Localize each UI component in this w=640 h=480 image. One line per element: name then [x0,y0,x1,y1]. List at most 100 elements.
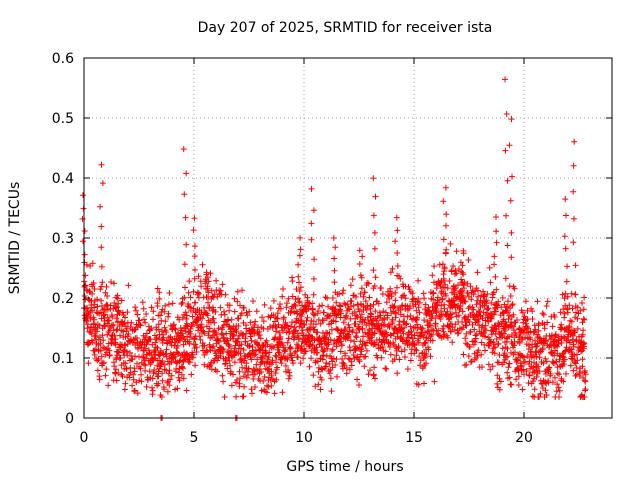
data-point [386,324,393,330]
data-point [237,350,244,357]
data-point [302,348,309,354]
data-point [142,345,149,352]
y-tick-label: 0.1 [52,351,74,367]
data-point [215,325,222,332]
data-point [422,301,429,308]
data-point [251,322,258,328]
data-point [470,291,477,298]
data-point [561,356,568,363]
data-point [326,330,333,337]
data-point [400,330,407,337]
data-point [415,296,422,302]
data-point [309,300,316,307]
data-point [364,302,371,309]
data-point [484,291,491,297]
data-point [192,266,198,273]
data-point [365,280,372,287]
data-point [412,346,419,353]
data-point [510,323,516,330]
data-point [201,330,208,337]
data-point [81,228,88,234]
data-point [154,300,161,307]
data-point [340,287,347,294]
data-point [372,375,378,382]
data-point [237,302,243,309]
data-point [324,295,331,302]
data-point [146,368,153,375]
data-point [482,322,489,329]
data-point [226,302,233,309]
data-point [259,314,266,321]
data-point [265,354,272,361]
data-point [347,282,354,289]
data-point [357,290,364,297]
data-point [436,299,442,306]
data-point [179,314,186,321]
data-point [482,333,488,340]
data-point [547,341,554,348]
data-point [103,283,110,290]
data-point [159,377,166,384]
data-point [314,349,321,356]
data-point [382,365,389,372]
data-point [89,290,96,297]
data-point [158,328,165,335]
data-point [534,298,541,305]
data-point [339,290,346,297]
data-point [562,196,569,203]
data-point [508,229,515,236]
data-point [407,357,414,364]
data-point [234,288,241,295]
data-point [443,222,449,229]
data-point [131,387,138,394]
data-point [399,328,406,334]
data-point [502,147,509,154]
data-point [246,308,253,315]
data-point [521,354,528,361]
data-point [182,309,189,316]
data-point [89,307,96,314]
data-point [521,313,528,320]
data-point [271,390,278,397]
data-point [248,356,255,363]
data-point [134,360,140,367]
data-point [358,285,365,292]
data-point [222,291,229,298]
data-point [413,317,420,324]
data-point [332,289,339,296]
data-point [104,293,111,299]
data-point [253,308,260,315]
data-point [372,274,379,281]
data-point [325,303,332,310]
data-point [478,351,485,358]
data-point [581,394,588,400]
data-point [190,227,197,234]
data-point [203,271,210,278]
data-point [337,348,344,355]
data-point [394,227,401,234]
data-point [481,292,488,299]
data-point [430,290,437,297]
data-point [110,321,117,328]
data-point [208,287,215,294]
data-point [112,370,119,377]
data-point [435,327,442,334]
data-point [235,323,242,329]
data-point [236,368,243,375]
data-point [346,366,353,373]
data-point [512,349,518,356]
data-point [543,358,550,365]
data-point [340,365,346,372]
data-point [570,367,577,374]
y-tick-label: 0.6 [52,51,74,67]
data-point [280,286,286,292]
data-point [539,310,546,317]
data-point [125,282,132,289]
data-point [98,353,105,360]
data-point [366,294,373,301]
data-point [351,338,358,345]
data-point [288,352,295,359]
data-point [444,285,451,292]
data-point [342,326,349,332]
data-point [495,340,502,347]
